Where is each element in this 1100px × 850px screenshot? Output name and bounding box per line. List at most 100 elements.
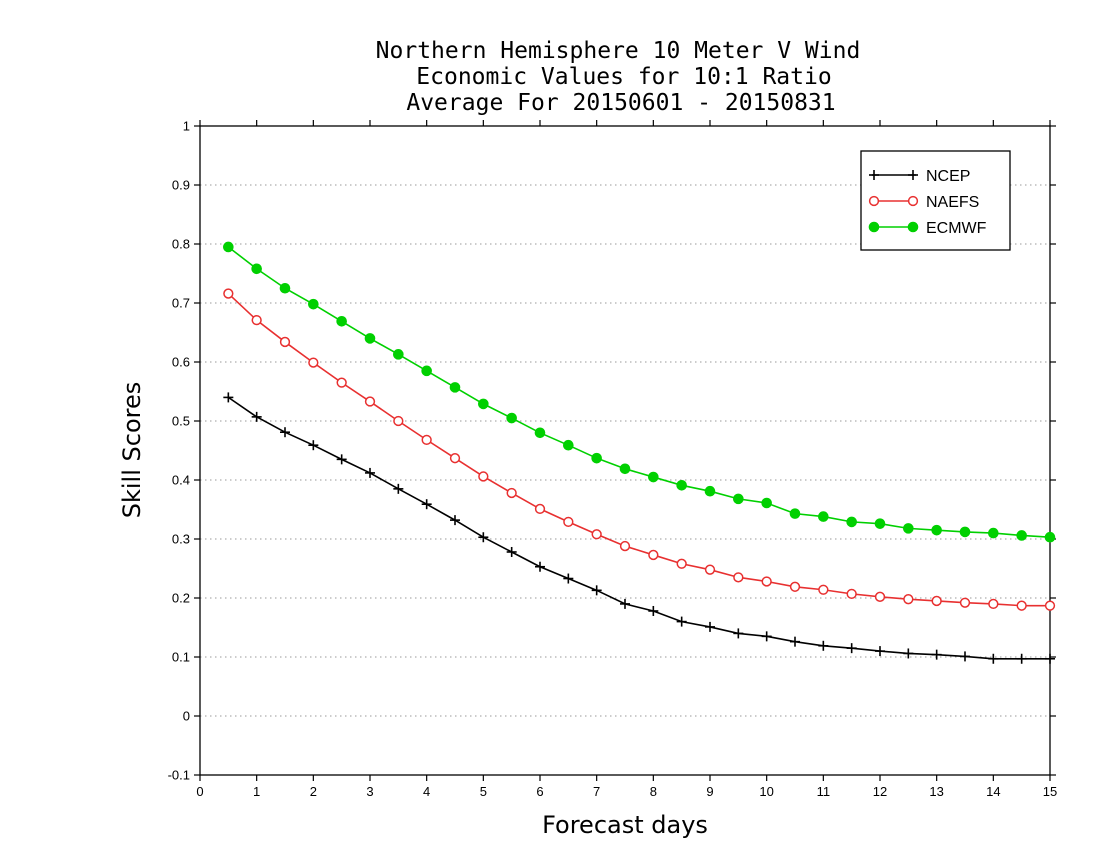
y-tick-label-7: 0.6 xyxy=(172,355,190,370)
ncep-point-10 xyxy=(506,546,517,557)
naefs-point-19 xyxy=(761,576,772,587)
series-ecmwf xyxy=(223,241,1056,543)
ncep-point-3 xyxy=(308,440,319,451)
ecmwf-point-25 xyxy=(931,524,942,536)
ecmwf-point-16 xyxy=(676,480,687,491)
ncep-point-8 xyxy=(450,515,460,526)
ecmwf-point-8 xyxy=(449,382,461,393)
legend-marker-start-naefs xyxy=(868,195,880,207)
naefs-point-10 xyxy=(506,487,517,499)
title-line-1: Northern Hemisphere 10 Meter V Wind xyxy=(376,38,861,64)
plot-area-frame xyxy=(199,125,1051,776)
ncep-point-22 xyxy=(846,643,857,654)
naefs-point-17 xyxy=(704,564,716,575)
x-tick-label-15: 15 xyxy=(1043,784,1057,799)
ncep-point-15 xyxy=(648,605,659,616)
x-tick-label-11: 11 xyxy=(817,784,831,799)
ncep-point-16 xyxy=(676,616,687,627)
naefs-point-2 xyxy=(279,336,291,348)
naefs-point-1 xyxy=(251,314,262,326)
chart-title: Northern Hemisphere 10 Meter V Wind Econ… xyxy=(376,38,861,116)
ncep-point-13 xyxy=(591,585,602,596)
naefs-point-21 xyxy=(818,584,829,595)
ecmwf-point-10 xyxy=(506,412,517,424)
naefs-point-22 xyxy=(846,588,857,600)
x-tick-label-8: 8 xyxy=(650,784,657,799)
naefs-point-16 xyxy=(676,558,687,569)
ncep-point-1 xyxy=(251,411,262,422)
x-tick-label-3: 3 xyxy=(366,784,373,799)
y-tick-label-6: 0.5 xyxy=(172,414,190,429)
legend-item-ecmwf: ECMWF xyxy=(868,220,987,237)
legend-label-naefs: NAEFS xyxy=(926,194,979,211)
naefs-point-23 xyxy=(874,591,886,602)
naefs-point-11 xyxy=(534,503,546,515)
x-tick-label-7: 7 xyxy=(593,784,600,799)
y-tick-label-0: -0.1 xyxy=(168,768,190,783)
ecmwf-point-5 xyxy=(364,333,376,344)
ncep-point-5 xyxy=(365,467,375,478)
ecmwf-point-11 xyxy=(534,427,546,439)
ecmwf-point-14 xyxy=(619,463,631,475)
naefs-point-13 xyxy=(591,529,602,540)
naefs-point-8 xyxy=(449,453,461,464)
ecmwf-point-9 xyxy=(478,398,489,410)
ncep-point-21 xyxy=(818,640,829,651)
naefs-point-5 xyxy=(364,396,376,407)
legend-marker-start-ncep xyxy=(869,170,879,180)
legend-marker-end-ncep xyxy=(908,170,918,180)
ecmwf-point-23 xyxy=(874,518,886,529)
ecmwf-point-6 xyxy=(393,349,404,360)
naefs-point-18 xyxy=(733,572,744,583)
ncep-point-2 xyxy=(280,427,290,438)
ncep-point-18 xyxy=(733,628,744,639)
ncep-point-4 xyxy=(336,454,347,465)
ncep-point-19 xyxy=(761,631,772,642)
ecmwf-point-7 xyxy=(421,365,432,377)
x-axis-tick-labels: 0 1 2 3 4 5 6 7 8 9 10 11 12 13 14 15 xyxy=(196,784,1057,799)
y-tick-label-8: 0.7 xyxy=(172,296,190,311)
ecmwf-point-19 xyxy=(761,497,772,509)
series-line-naefs xyxy=(227,292,1050,607)
ecmwf-point-2 xyxy=(279,282,291,294)
ecmwf-point-21 xyxy=(818,511,829,522)
ncep-point-20 xyxy=(790,636,800,647)
ncep-point-23 xyxy=(875,646,885,657)
ecmwf-point-27 xyxy=(988,527,999,539)
ncep-point-6 xyxy=(393,483,404,494)
series-naefs xyxy=(223,288,1056,611)
ecmwf-point-20 xyxy=(789,508,801,519)
naefs-point-0 xyxy=(223,288,234,299)
y-tick-label-3: 0.2 xyxy=(172,591,190,606)
ncep-point-12 xyxy=(563,573,574,584)
y-tick-label-4: 0.3 xyxy=(172,532,190,547)
legend-label-ecmwf: ECMWF xyxy=(926,220,987,237)
naefs-point-12 xyxy=(563,516,574,528)
legend-label-ncep: NCEP xyxy=(926,168,970,185)
y-tick-label-10: 0.9 xyxy=(172,178,190,193)
ecmwf-point-26 xyxy=(959,526,971,538)
y-tick-label-2: 0.1 xyxy=(172,650,190,665)
ecmwf-point-13 xyxy=(591,452,602,464)
x-tick-label-12: 12 xyxy=(873,784,887,799)
ecmwf-point-15 xyxy=(648,471,659,483)
legend-item-naefs: NAEFS xyxy=(868,194,979,211)
series-line-ncep xyxy=(227,396,1050,660)
x-tick-label-0: 0 xyxy=(196,784,203,799)
ecmwf-point-12 xyxy=(563,439,574,451)
x-tick-label-6: 6 xyxy=(536,784,543,799)
grid-lines xyxy=(200,184,1050,717)
ncep-point-24 xyxy=(903,648,914,659)
ncep-point-9 xyxy=(478,532,489,543)
naefs-point-6 xyxy=(393,415,404,427)
x-tick-label-9: 9 xyxy=(706,784,713,799)
legend-marker-end-naefs xyxy=(907,195,919,207)
title-line-3: Average For 20150601 - 20150831 xyxy=(406,90,835,116)
naefs-point-28 xyxy=(1016,600,1027,611)
ncep-point-17 xyxy=(705,621,715,632)
naefs-point-27 xyxy=(988,598,999,610)
ecmwf-point-28 xyxy=(1016,530,1027,541)
ecmwf-point-4 xyxy=(336,315,347,327)
y-axis-label: Skill Scores xyxy=(118,382,146,519)
